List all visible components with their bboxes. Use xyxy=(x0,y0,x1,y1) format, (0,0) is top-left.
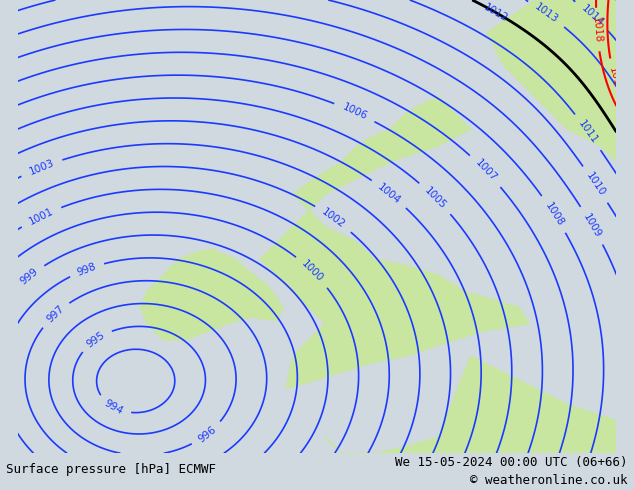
Text: 1012: 1012 xyxy=(482,2,510,24)
Polygon shape xyxy=(325,356,616,453)
Text: 1006: 1006 xyxy=(340,102,368,122)
Text: 1013: 1013 xyxy=(533,2,560,25)
Text: 1008: 1008 xyxy=(543,200,566,228)
Text: 1009: 1009 xyxy=(581,212,603,239)
Text: 996: 996 xyxy=(197,424,218,444)
Text: 1002: 1002 xyxy=(320,207,347,230)
Text: 997: 997 xyxy=(44,304,66,325)
Text: 998: 998 xyxy=(75,261,98,277)
Text: 1000: 1000 xyxy=(300,259,325,284)
Text: 1003: 1003 xyxy=(27,158,56,177)
Text: 1014: 1014 xyxy=(579,3,605,28)
Polygon shape xyxy=(261,97,529,389)
Text: 1018: 1018 xyxy=(591,16,603,43)
Text: 994: 994 xyxy=(103,398,125,416)
Text: 999: 999 xyxy=(19,266,41,287)
Text: 1010: 1010 xyxy=(584,171,607,198)
Text: 1005: 1005 xyxy=(423,185,448,211)
Text: We 15-05-2024 00:00 UTC (06+66): We 15-05-2024 00:00 UTC (06+66) xyxy=(395,456,628,469)
Polygon shape xyxy=(141,249,283,340)
Text: 1019: 1019 xyxy=(607,66,624,94)
Text: 1004: 1004 xyxy=(376,181,403,206)
Text: 1007: 1007 xyxy=(473,158,498,184)
Text: 995: 995 xyxy=(85,330,107,349)
Polygon shape xyxy=(487,0,616,162)
Text: 1001: 1001 xyxy=(27,206,55,227)
Text: 1011: 1011 xyxy=(576,119,600,146)
Text: Surface pressure [hPa] ECMWF: Surface pressure [hPa] ECMWF xyxy=(6,463,216,476)
Text: © weatheronline.co.uk: © weatheronline.co.uk xyxy=(470,474,628,488)
